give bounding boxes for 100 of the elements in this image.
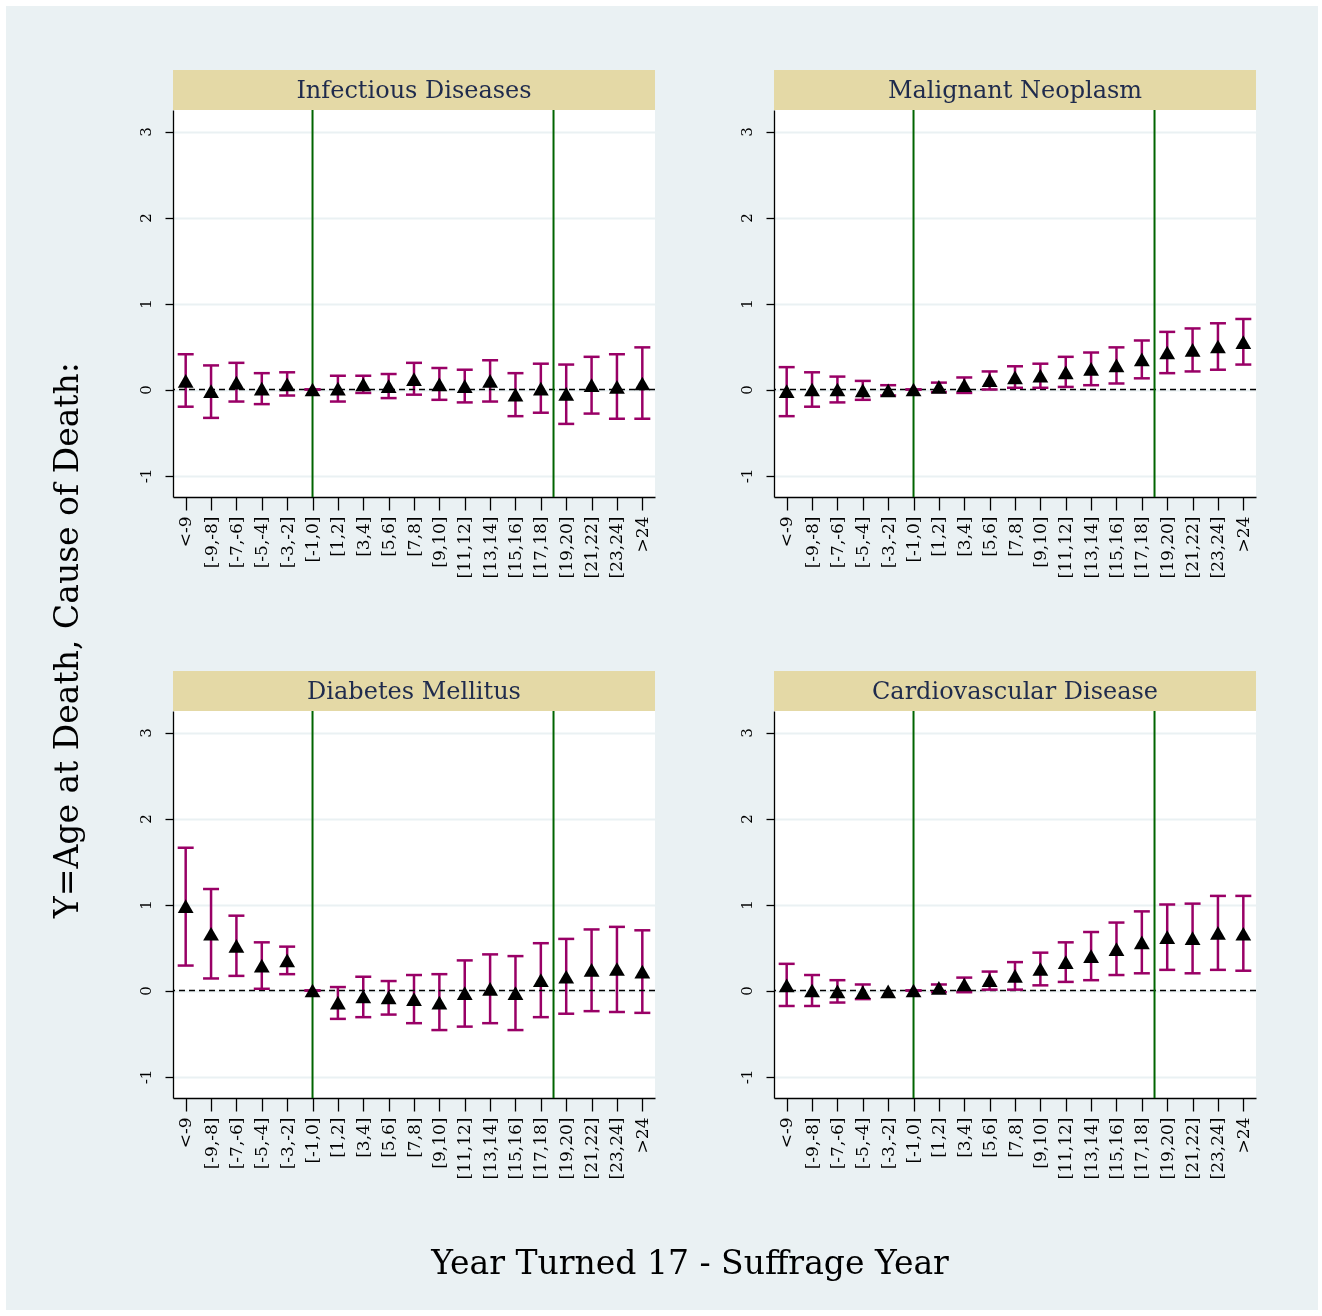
y-axis-title: Y=Age at Death, Cause of Death: <box>46 362 86 918</box>
x-tick-label: [19,20] <box>1156 516 1177 579</box>
x-tick-label: [15,16] <box>1105 516 1126 579</box>
y-tick-label: -1 <box>136 468 155 484</box>
x-tick-label: [19,20] <box>1156 1117 1177 1180</box>
x-tick-label: [17,18] <box>1131 516 1152 579</box>
x-tick-label: [-3,-2] <box>276 1117 297 1170</box>
point <box>583 963 600 977</box>
x-tick-label: [13,14] <box>479 516 500 579</box>
x-tick-label: [3,4] <box>953 516 974 557</box>
x-tick-label: >24 <box>1232 516 1253 553</box>
point <box>1210 339 1226 354</box>
x-tick-label: [9,10] <box>1029 1117 1050 1169</box>
x-tick-label: [3,4] <box>352 516 373 557</box>
point <box>380 990 397 1005</box>
point <box>304 983 321 998</box>
x-tick-label: [11,12] <box>454 516 475 579</box>
point <box>1032 962 1049 976</box>
x-tick-label: >24 <box>631 1117 652 1154</box>
x-tick-label: [9,10] <box>1029 516 1050 568</box>
x-tick-label: [-7,-6] <box>826 516 847 569</box>
chart-title: Diabetes Mellitus <box>173 671 655 711</box>
x-tick-label: [1,2] <box>327 516 348 557</box>
point <box>1159 930 1176 945</box>
point <box>177 374 194 388</box>
point <box>406 992 422 1006</box>
x-tick-label: [5,6] <box>979 516 1000 557</box>
x-tick-label: [7,8] <box>1004 1117 1025 1158</box>
point <box>253 958 270 973</box>
x-tick-label: [13,14] <box>1080 516 1101 579</box>
x-tick-label: [-1,0] <box>903 1117 924 1164</box>
point <box>981 373 998 387</box>
point <box>406 372 422 387</box>
point <box>1083 949 1100 963</box>
point <box>880 984 897 999</box>
x-tick-label: [13,14] <box>1080 1117 1101 1180</box>
point <box>778 978 795 993</box>
point <box>203 384 219 399</box>
x-tick-label: [21,22] <box>1182 1117 1203 1180</box>
y-tick-label: 1 <box>136 900 155 910</box>
point <box>355 989 372 1004</box>
point <box>431 377 448 392</box>
x-tick-label: [-9,-8] <box>801 1117 822 1170</box>
x-tick-label: [-3,-2] <box>877 516 898 569</box>
y-tick-label: 3 <box>737 127 756 137</box>
point <box>634 376 651 391</box>
chart-title: Cardiovascular Disease <box>774 671 1256 711</box>
y-tick-label: 0 <box>136 986 155 996</box>
x-axis-title: Year Turned 17 - Suffrage Year <box>431 1242 949 1282</box>
point <box>804 382 820 397</box>
point <box>558 969 575 984</box>
chart-title: Infectious Diseases <box>173 70 655 110</box>
x-tick-label: [11,12] <box>1055 516 1076 579</box>
point <box>1133 352 1150 367</box>
point <box>1007 370 1023 385</box>
y-tick-label: 3 <box>136 728 155 738</box>
y-tick-label: 3 <box>737 728 756 738</box>
point <box>1108 358 1125 373</box>
y-tick-label: 1 <box>737 900 756 910</box>
point <box>279 377 296 392</box>
point <box>1133 935 1150 950</box>
y-tick-label: -1 <box>136 1069 155 1085</box>
point <box>1235 335 1252 350</box>
x-tick-label: [-7,-6] <box>225 1117 246 1170</box>
x-tick-label: [-9,-8] <box>801 516 822 569</box>
x-tick-label: [7,8] <box>1004 516 1025 557</box>
point <box>279 953 296 968</box>
x-tick-label: [-3,-2] <box>877 1117 898 1170</box>
point <box>431 995 448 1010</box>
y-tick-label: -1 <box>737 1069 756 1085</box>
y-tick-label: 2 <box>737 814 756 824</box>
x-tick-label: [-5,-4] <box>251 1117 272 1170</box>
point <box>482 981 499 996</box>
x-tick-label: [9,10] <box>428 1117 449 1169</box>
x-tick-label: [21,22] <box>581 516 602 579</box>
x-tick-label: [23,24] <box>1207 1117 1228 1180</box>
x-tick-label: >24 <box>631 516 652 553</box>
x-tick-label: <-9 <box>175 516 196 548</box>
y-tick-label: 0 <box>737 385 756 395</box>
point <box>634 964 651 979</box>
point <box>304 382 321 397</box>
point <box>778 384 795 399</box>
x-tick-label: [7,8] <box>403 516 424 557</box>
point <box>829 984 846 999</box>
x-tick-label: [13,14] <box>479 1117 500 1180</box>
point <box>507 387 524 402</box>
point <box>532 973 549 988</box>
x-tick-label: [11,12] <box>454 1117 475 1180</box>
chart-title: Malignant Neoplasm <box>774 70 1256 110</box>
x-tick-label: [17,18] <box>530 1117 551 1180</box>
point <box>1057 955 1074 969</box>
x-tick-label: <-9 <box>776 1117 797 1149</box>
x-tick-label: [-3,-2] <box>276 516 297 569</box>
x-tick-label: [-7,-6] <box>826 1117 847 1170</box>
x-tick-label: [-7,-6] <box>225 516 246 569</box>
x-tick-label: [19,20] <box>555 516 576 579</box>
point <box>456 379 473 393</box>
x-tick-label: [23,24] <box>1207 516 1228 579</box>
x-tick-label: [3,4] <box>953 1117 974 1158</box>
y-tick-label: 1 <box>136 299 155 309</box>
